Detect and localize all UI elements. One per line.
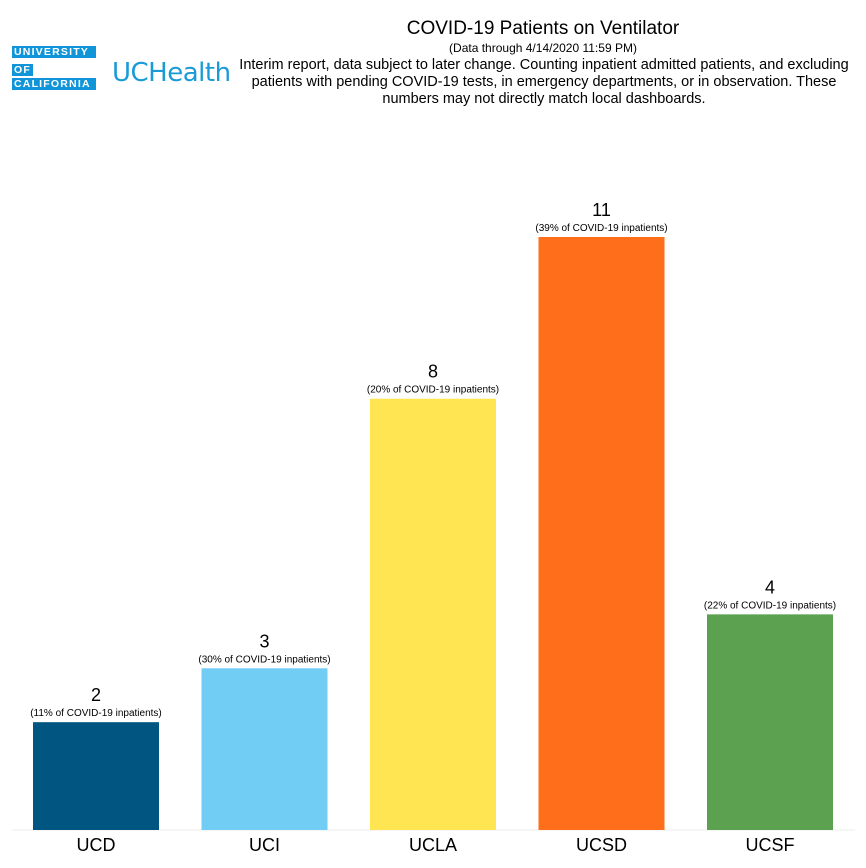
- x-tick-ucsd: UCSD: [576, 835, 627, 855]
- pct-label-ucla: (20% of COVID-19 inpatients): [367, 385, 499, 396]
- x-tick-ucd: UCD: [77, 835, 116, 855]
- pct-label-ucsd: (39% of COVID-19 inpatients): [535, 223, 667, 234]
- chart-title: COVID-19 Patients on Ventilator: [406, 18, 680, 39]
- value-label-ucd: 2: [91, 685, 101, 705]
- logo-line-university: UNIVERSITY: [12, 46, 96, 58]
- bar-ucsf: [707, 614, 833, 830]
- uchealth-brand: UCHealth: [112, 58, 231, 88]
- pct-label-uci: (30% of COVID-19 inpatients): [198, 654, 330, 665]
- university-of-california-wordmark: UNIVERSITY OF CALIFORNIA: [12, 46, 96, 90]
- chart-note: Interim report, data subject to later ch…: [239, 57, 849, 107]
- x-tick-ucla: UCLA: [409, 835, 457, 855]
- logo-line-of: OF: [12, 64, 33, 76]
- value-label-ucsf: 4: [765, 577, 775, 597]
- value-label-ucla: 8: [428, 362, 438, 382]
- x-tick-ucsf: UCSF: [746, 835, 795, 855]
- uc-logo: UNIVERSITY OF CALIFORNIA UCHealth: [12, 44, 234, 92]
- bar-ucsd: [538, 237, 665, 830]
- bar-ucd: [33, 722, 159, 830]
- x-tick-uci: UCI: [249, 835, 280, 855]
- bars-group: 2 (11% of COVID-19 inpatients) UCD 3 (30% of…: [30, 200, 836, 855]
- bar-uci: [201, 668, 328, 830]
- bar-ucla: [370, 398, 496, 830]
- chart-subtitle: (Data through 4/14/2020 11:59 PM): [449, 41, 637, 55]
- value-label-ucsd: 11: [592, 200, 611, 220]
- pct-label-ucd: (11% of COVID-19 inpatients): [30, 708, 162, 719]
- logo-line-california: CALIFORNIA: [12, 78, 96, 90]
- pct-label-ucsf: (22% of COVID-19 inpatients): [704, 600, 836, 611]
- value-label-uci: 3: [259, 631, 269, 651]
